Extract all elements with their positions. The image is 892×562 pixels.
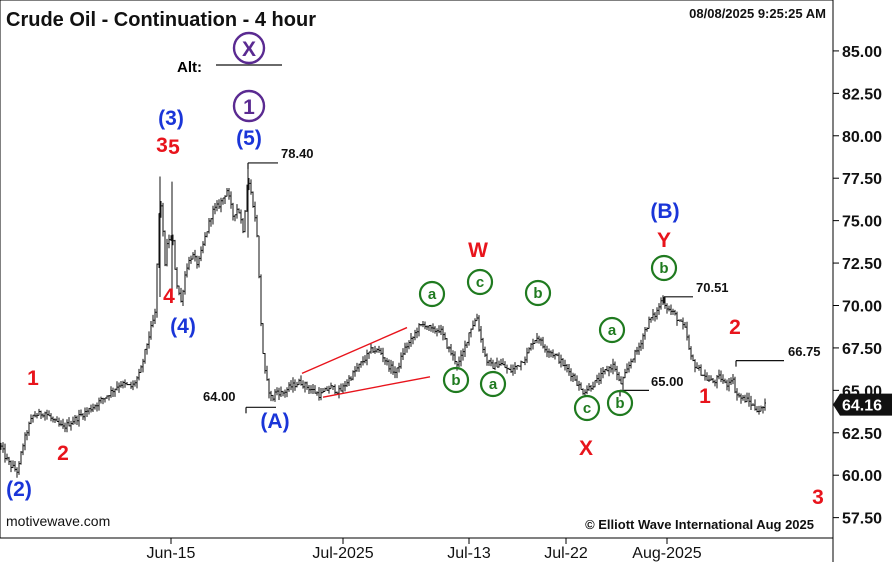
wave-label-green-b4: b (650, 254, 678, 282)
svg-text:X: X (242, 38, 256, 61)
wave-label-red-1-right: 1 (699, 385, 711, 408)
last-value-marker: 64.16 (833, 393, 892, 416)
wave-label-green-a3: a (598, 316, 626, 344)
wave-label-purple-x: X (232, 31, 266, 65)
y-tick-label: 60.00 (842, 468, 882, 485)
level-label-78-40: 78.40 (281, 146, 314, 161)
channel-upper-line (301, 326, 408, 375)
wave-label-red-3-top: 3 (156, 134, 168, 157)
level-label-64-00: 64.00 (203, 389, 236, 404)
wave-label-blue-3: (3) (158, 107, 184, 130)
x-tick-label: Jul-2025 (312, 545, 373, 562)
y-tick-label: 57.50 (842, 511, 882, 528)
last-value-label: 64.16 (842, 398, 882, 415)
axis-ticks: 57.50 60.00 62.50 65.00 67.50 70.00 72.50 75.00… (147, 44, 883, 562)
wave-label-blue-5: (5) (236, 127, 262, 150)
wave-label-blue-2: (2) (6, 478, 32, 501)
svg-text:1: 1 (243, 96, 255, 119)
copyright-text: © Elliott Wave International Aug 2025 (585, 517, 814, 532)
y-tick-label: 62.50 (842, 426, 882, 443)
channel-lower-line (322, 376, 431, 398)
trend-channel (301, 326, 431, 398)
y-tick-label: 82.50 (842, 86, 882, 103)
watermark-text: motivewave.com (6, 513, 110, 529)
svg-text:b: b (615, 395, 624, 412)
wave-label-green-b3: b (606, 389, 634, 417)
chart-timestamp: 08/08/2025 9:25:25 AM (689, 6, 826, 21)
x-tick-label: Jul-13 (447, 545, 491, 562)
wave-label-green-b2: b (524, 279, 552, 307)
wave-label-purple-1: 1 (232, 89, 266, 123)
wave-label-green-a1: a (418, 280, 446, 308)
y-tick-label: 77.50 (842, 171, 882, 188)
svg-text:b: b (659, 260, 668, 277)
wave-label-blue-4: (4) (170, 315, 196, 338)
y-tick-label: 67.50 (842, 341, 882, 358)
wave-label-red-1-left: 1 (27, 367, 39, 390)
price-levels (245, 162, 784, 414)
y-tick-label: 75.00 (842, 214, 882, 231)
wave-label-red-4: 4 (163, 285, 175, 308)
x-tick-label: Aug-2025 (632, 545, 701, 562)
wave-label-red-w: W (468, 239, 488, 262)
x-tick-label: Jul-22 (544, 545, 588, 562)
wave-label-blue-a: (A) (260, 410, 289, 433)
svg-text:b: b (451, 372, 460, 389)
wave-label-green-b1: b (442, 366, 470, 394)
wave-label-blue-b: (B) (650, 200, 679, 223)
level-label-65-00: 65.00 (651, 374, 684, 389)
wave-label-green-c2: c (573, 394, 601, 422)
alt-label: Alt: (177, 59, 202, 76)
x-tick-label: Jun-15 (147, 545, 196, 562)
y-tick-label: 70.00 (842, 298, 882, 315)
y-tick-label: 72.50 (842, 256, 882, 273)
wave-label-red-2-left: 2 (57, 442, 69, 465)
wave-label-red-x: X (579, 437, 593, 460)
wave-label-red-2-right: 2 (729, 316, 741, 339)
y-tick-label: 80.00 (842, 129, 882, 146)
wave-label-red-5-top: 5 (168, 136, 180, 159)
level-label-70-51: 70.51 (696, 280, 729, 295)
wave-label-red-y: Y (657, 229, 671, 252)
wave-label-green-a2: a (479, 370, 507, 398)
wave-label-green-c1: c (466, 268, 494, 296)
svg-text:a: a (428, 286, 437, 303)
y-tick-label: 85.00 (842, 44, 882, 61)
svg-text:b: b (533, 285, 542, 302)
svg-text:c: c (476, 274, 484, 291)
chart-title: Crude Oil - Continuation - 4 hour (6, 9, 316, 31)
level-label-66-75: 66.75 (788, 344, 821, 359)
svg-text:c: c (583, 400, 591, 417)
wave-label-red-3-right: 3 (812, 486, 824, 509)
price-bars (0, 162, 766, 478)
plot-frame (0, 0, 834, 539)
svg-text:a: a (608, 322, 617, 339)
svg-text:a: a (489, 376, 498, 393)
